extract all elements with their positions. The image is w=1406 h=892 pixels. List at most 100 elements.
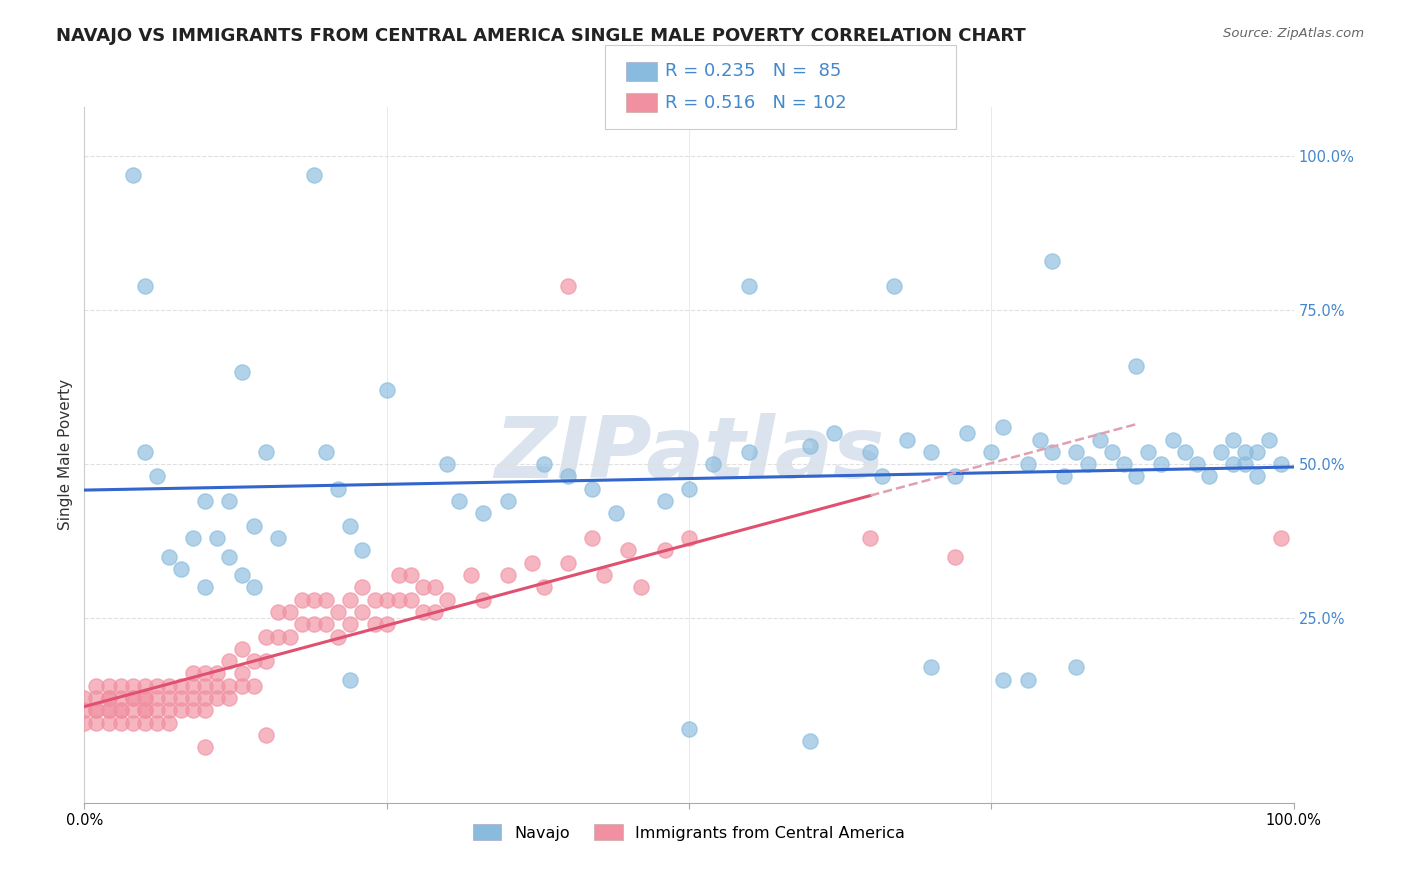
Navajo xyxy=(1149,457,1171,471)
Immigrants from Central America xyxy=(278,605,301,619)
Navajo xyxy=(1017,673,1039,687)
Immigrants from Central America xyxy=(472,592,495,607)
Immigrants from Central America xyxy=(520,556,543,570)
Immigrants from Central America xyxy=(254,630,277,644)
Immigrants from Central America xyxy=(363,617,385,632)
Immigrants from Central America xyxy=(943,549,966,564)
Immigrants from Central America xyxy=(121,679,143,693)
Immigrants from Central America xyxy=(399,568,422,582)
Immigrants from Central America xyxy=(388,592,411,607)
Immigrants from Central America xyxy=(231,679,253,693)
Navajo xyxy=(181,531,204,545)
Navajo xyxy=(242,580,264,594)
Immigrants from Central America xyxy=(110,703,132,717)
Navajo xyxy=(1064,660,1087,674)
Navajo xyxy=(1088,433,1111,447)
Navajo xyxy=(943,469,966,483)
Navajo xyxy=(315,445,337,459)
Immigrants from Central America xyxy=(73,715,96,730)
Immigrants from Central America xyxy=(157,703,180,717)
Immigrants from Central America xyxy=(557,556,579,570)
Immigrants from Central America xyxy=(267,605,290,619)
Immigrants from Central America xyxy=(315,617,337,632)
Immigrants from Central America xyxy=(352,605,374,619)
Immigrants from Central America xyxy=(73,703,96,717)
Immigrants from Central America xyxy=(181,666,204,681)
Navajo xyxy=(121,168,143,182)
Navajo xyxy=(134,278,156,293)
Immigrants from Central America xyxy=(352,580,374,594)
Navajo xyxy=(1222,433,1244,447)
Navajo xyxy=(170,562,193,576)
Immigrants from Central America xyxy=(134,679,156,693)
Immigrants from Central America xyxy=(157,691,180,706)
Navajo xyxy=(1270,457,1292,471)
Immigrants from Central America xyxy=(194,703,217,717)
Immigrants from Central America xyxy=(86,703,108,717)
Immigrants from Central America xyxy=(630,580,652,594)
Immigrants from Central America xyxy=(110,679,132,693)
Navajo xyxy=(231,365,253,379)
Immigrants from Central America xyxy=(218,654,240,668)
Navajo xyxy=(678,722,700,736)
Immigrants from Central America xyxy=(121,703,143,717)
Navajo xyxy=(254,445,277,459)
Immigrants from Central America xyxy=(97,703,120,717)
Navajo xyxy=(1125,359,1147,373)
Immigrants from Central America xyxy=(194,691,217,706)
Immigrants from Central America xyxy=(581,531,603,545)
Immigrants from Central America xyxy=(207,691,229,706)
Navajo xyxy=(993,673,1015,687)
Navajo xyxy=(134,445,156,459)
Immigrants from Central America xyxy=(557,278,579,293)
Immigrants from Central America xyxy=(73,691,96,706)
Immigrants from Central America xyxy=(134,691,156,706)
Navajo xyxy=(1185,457,1208,471)
Navajo xyxy=(218,494,240,508)
Immigrants from Central America xyxy=(110,691,132,706)
Immigrants from Central America xyxy=(328,630,350,644)
Navajo xyxy=(1040,445,1063,459)
Immigrants from Central America xyxy=(399,592,422,607)
Immigrants from Central America xyxy=(194,679,217,693)
Immigrants from Central America xyxy=(146,691,169,706)
Navajo xyxy=(1077,457,1099,471)
Immigrants from Central America xyxy=(423,605,446,619)
Immigrants from Central America xyxy=(170,679,193,693)
Immigrants from Central America xyxy=(97,691,120,706)
Immigrants from Central America xyxy=(278,630,301,644)
Navajo xyxy=(702,457,724,471)
Navajo xyxy=(449,494,471,508)
Immigrants from Central America xyxy=(423,580,446,594)
Navajo xyxy=(581,482,603,496)
Immigrants from Central America xyxy=(339,617,361,632)
Navajo xyxy=(436,457,458,471)
Immigrants from Central America xyxy=(375,592,398,607)
Immigrants from Central America xyxy=(267,630,290,644)
Immigrants from Central America xyxy=(242,654,264,668)
Navajo xyxy=(1017,457,1039,471)
Immigrants from Central America xyxy=(231,641,253,656)
Immigrants from Central America xyxy=(121,691,143,706)
Immigrants from Central America xyxy=(436,592,458,607)
Navajo xyxy=(799,439,821,453)
Immigrants from Central America xyxy=(291,617,314,632)
Immigrants from Central America xyxy=(242,679,264,693)
Immigrants from Central America xyxy=(86,703,108,717)
Immigrants from Central America xyxy=(207,679,229,693)
Navajo xyxy=(1028,433,1050,447)
Navajo xyxy=(1198,469,1220,483)
Immigrants from Central America xyxy=(363,592,385,607)
Navajo xyxy=(799,734,821,748)
Navajo xyxy=(207,531,229,545)
Navajo xyxy=(872,469,894,483)
Immigrants from Central America xyxy=(134,691,156,706)
Navajo xyxy=(1234,457,1257,471)
Navajo xyxy=(218,549,240,564)
Immigrants from Central America xyxy=(157,715,180,730)
Immigrants from Central America xyxy=(97,691,120,706)
Immigrants from Central America xyxy=(181,703,204,717)
Immigrants from Central America xyxy=(617,543,640,558)
Immigrants from Central America xyxy=(134,715,156,730)
Immigrants from Central America xyxy=(146,715,169,730)
